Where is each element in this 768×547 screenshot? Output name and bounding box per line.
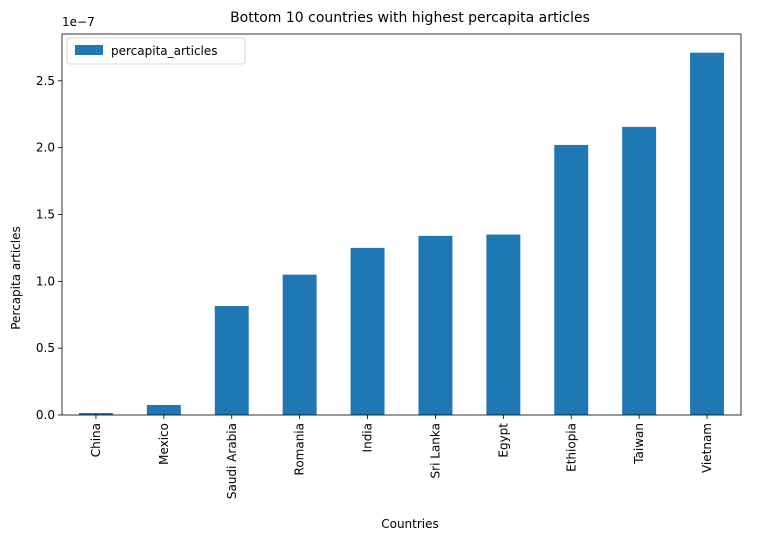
y-tick-label: 0.0 <box>36 408 55 422</box>
y-tick-label: 0.5 <box>36 341 55 355</box>
bar-ethiopia <box>554 144 589 416</box>
bar-india <box>350 247 385 415</box>
y-tick-label: 2.5 <box>36 74 55 88</box>
x-tick-label: Saudi Arabia <box>225 423 239 499</box>
y-tick-label: 2.0 <box>36 141 55 155</box>
y-axis-offset-label: 1e−7 <box>62 15 95 29</box>
legend-label: percapita_articles <box>111 44 218 58</box>
y-axis: 0.0 0.5 1.0 1.5 2.0 2.5 <box>36 74 62 422</box>
plot-frame <box>61 33 742 416</box>
bar-china <box>78 412 113 415</box>
bar-vietnam <box>690 52 725 415</box>
y-tick-label: 1.0 <box>36 274 55 288</box>
x-axis: China Mexico Saudi Arabia Romania India Sri L… <box>89 415 714 499</box>
x-tick-label: Ethiopia <box>564 423 578 472</box>
bar-sri-lanka <box>418 235 453 415</box>
bar-mexico <box>146 404 181 415</box>
x-tick-label: Egypt <box>496 423 510 458</box>
legend-swatch <box>75 45 103 55</box>
y-tick-label: 1.5 <box>36 207 55 221</box>
bars-group <box>78 52 725 416</box>
bar-egypt <box>486 234 521 415</box>
x-tick-label: Romania <box>293 423 307 475</box>
x-tick-label: Taiwan <box>632 423 646 465</box>
x-tick-label: India <box>361 423 375 452</box>
bar-romania <box>282 274 317 415</box>
x-tick-label: Vietnam <box>700 423 714 473</box>
legend: percapita_articles <box>66 37 246 65</box>
x-tick-label: Mexico <box>157 423 171 465</box>
chart-title: Bottom 10 countries with highest percapi… <box>230 10 590 26</box>
x-tick-label: Sri Lanka <box>428 423 442 478</box>
x-axis-label: Countries <box>381 517 439 531</box>
legend-box <box>66 37 246 65</box>
bar-saudi-arabia <box>214 306 249 415</box>
y-axis-label: Percapita articles <box>9 226 23 330</box>
bar-taiwan <box>622 126 657 416</box>
x-tick-label: China <box>89 423 103 457</box>
